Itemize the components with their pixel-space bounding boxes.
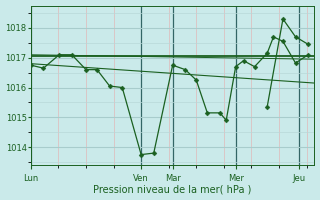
X-axis label: Pression niveau de la mer( hPa ): Pression niveau de la mer( hPa ) (93, 184, 252, 194)
